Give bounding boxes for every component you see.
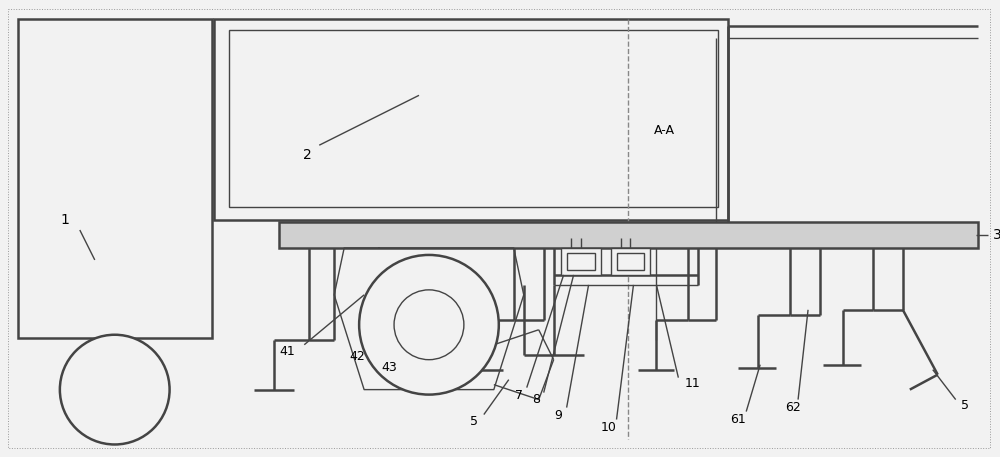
Text: 9: 9 xyxy=(555,409,563,422)
Text: 42: 42 xyxy=(349,350,365,363)
Bar xyxy=(279,222,978,248)
Circle shape xyxy=(359,255,499,394)
Text: 7: 7 xyxy=(515,389,523,402)
Text: 10: 10 xyxy=(601,421,616,434)
Text: 41: 41 xyxy=(279,345,295,358)
Text: 43: 43 xyxy=(381,361,397,374)
Circle shape xyxy=(60,335,170,445)
Bar xyxy=(229,31,718,207)
Text: 3: 3 xyxy=(993,228,1000,242)
Circle shape xyxy=(394,290,464,360)
Text: A-A: A-A xyxy=(653,124,674,137)
Text: 62: 62 xyxy=(785,401,801,414)
Bar xyxy=(611,248,650,275)
Text: 11: 11 xyxy=(684,377,700,390)
Text: 8: 8 xyxy=(532,393,540,406)
Bar xyxy=(617,253,644,270)
Bar xyxy=(567,253,595,270)
Text: 5: 5 xyxy=(961,399,969,412)
Bar xyxy=(561,248,601,275)
Text: 2: 2 xyxy=(303,148,312,162)
Text: 5: 5 xyxy=(470,415,478,428)
Text: 61: 61 xyxy=(730,413,746,426)
Bar xyxy=(18,18,212,338)
Text: 1: 1 xyxy=(60,213,69,227)
Bar xyxy=(214,18,728,220)
